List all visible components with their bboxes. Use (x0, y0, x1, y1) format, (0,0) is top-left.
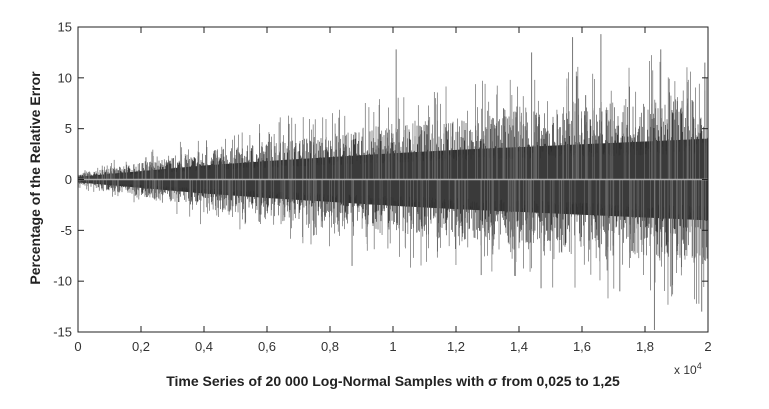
y-tick-label: -10 (53, 274, 72, 289)
x-tick-label: 0,8 (321, 339, 339, 354)
x-tick-label: 1 (389, 339, 396, 354)
x-tick-label: 0,4 (195, 339, 213, 354)
x-tick-label: 2 (704, 339, 711, 354)
x-axis-label: Time Series of 20 000 Log-Normal Samples… (166, 373, 620, 389)
y-tick-label: 10 (58, 70, 72, 85)
ticks-layer: 0 0,2 0,4 0,6 0,8 1 1,2 1,4 1,6 1,8 2 15 10 5 0 -5 -10 -1… (53, 20, 711, 355)
x-tick-label: 0,6 (258, 339, 276, 354)
x-tick-label: 1,8 (636, 339, 654, 354)
y-tick-label: 5 (65, 121, 72, 136)
y-tick-label: 15 (58, 20, 72, 35)
x-tick-label: 1,6 (573, 339, 591, 354)
x-tick-label: 1,2 (447, 339, 465, 354)
x-tick-label: 0 (74, 339, 81, 354)
y-tick-label: -5 (60, 223, 72, 238)
y-tick-label: 0 (65, 172, 72, 187)
x-exponent-label: x 104 (674, 361, 702, 377)
x-tick-label: 0,2 (132, 339, 150, 354)
y-axis-label: Percentage of the Relative Error (27, 71, 43, 285)
series-spike-lines (77, 55, 708, 305)
x-tick-label: 1,4 (510, 339, 528, 354)
y-tick-label: -15 (53, 325, 72, 340)
x-exponent-power: 4 (697, 361, 702, 371)
